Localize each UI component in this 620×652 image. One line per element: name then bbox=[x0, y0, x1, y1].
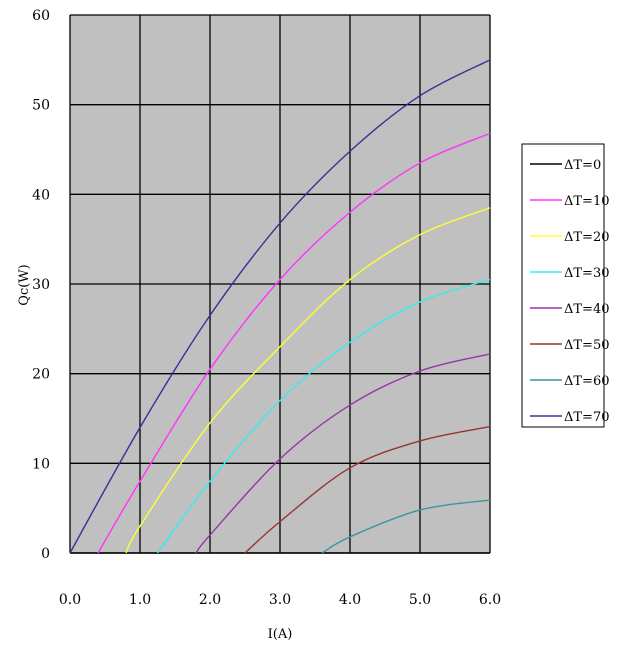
legend-entry: ΔT=10 bbox=[564, 194, 610, 209]
x-axis-label: I(A) bbox=[268, 627, 293, 642]
x-tick-label: 4.0 bbox=[339, 592, 361, 608]
y-tick-label: 20 bbox=[32, 367, 50, 383]
y-tick-label: 40 bbox=[32, 187, 50, 203]
x-tick-label: 3.0 bbox=[269, 592, 291, 608]
y-tick-label: 60 bbox=[32, 8, 50, 24]
y-axis-label: Qc(W) bbox=[17, 264, 32, 305]
series-line bbox=[125, 207, 491, 554]
legend-entry: ΔT=40 bbox=[564, 302, 610, 317]
y-axis-ticks: 0 10 20 30 40 50 60 bbox=[32, 8, 50, 562]
legend-entry: ΔT=70 bbox=[564, 410, 610, 425]
legend-entry: ΔT=20 bbox=[564, 230, 610, 245]
y-tick-label: 50 bbox=[32, 98, 50, 114]
legend-entry: ΔT=50 bbox=[564, 338, 610, 353]
series-line bbox=[156, 278, 491, 554]
series-line bbox=[321, 499, 491, 554]
x-tick-label: 5.0 bbox=[409, 592, 431, 608]
y-tick-label: 30 bbox=[32, 277, 50, 293]
series-line bbox=[195, 353, 491, 554]
y-tick-label: 0 bbox=[41, 546, 50, 562]
y-tick-label: 10 bbox=[32, 456, 50, 472]
series-line bbox=[97, 132, 491, 554]
series-line bbox=[69, 59, 491, 554]
x-axis-ticks: 0.0 1.0 2.0 3.0 4.0 5.0 6.0 bbox=[59, 592, 501, 608]
series-layer bbox=[69, 59, 491, 554]
legend-entry: ΔT=30 bbox=[564, 266, 610, 281]
legend-entry: ΔT=60 bbox=[564, 374, 610, 389]
series-line bbox=[244, 425, 491, 554]
x-tick-label: 0.0 bbox=[59, 592, 81, 608]
legend: ΔT=0 ΔT=10 ΔT=20 ΔT=30 ΔT=40 ΔT=50 ΔT=60 ΔT=70 bbox=[521, 143, 610, 428]
x-tick-label: 2.0 bbox=[199, 592, 221, 608]
x-tick-label: 6.0 bbox=[479, 592, 501, 608]
x-tick-label: 1.0 bbox=[129, 592, 151, 608]
legend-entry: ΔT=0 bbox=[564, 158, 601, 173]
